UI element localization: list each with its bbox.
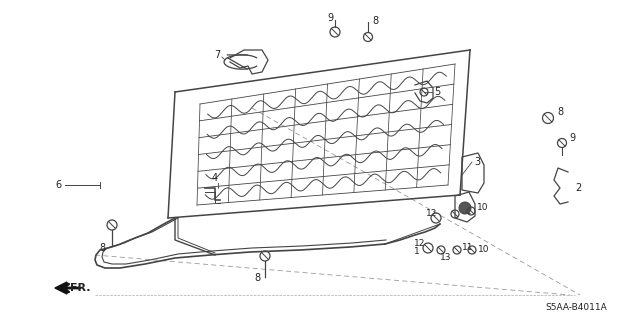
Text: 10: 10 bbox=[477, 204, 488, 212]
Text: 8: 8 bbox=[99, 243, 105, 253]
Text: 3: 3 bbox=[474, 157, 480, 167]
Text: 10: 10 bbox=[478, 246, 490, 255]
Text: 13: 13 bbox=[440, 253, 451, 262]
Text: 8: 8 bbox=[557, 107, 563, 117]
Text: 8: 8 bbox=[254, 273, 260, 283]
Text: S5AA-B4011A: S5AA-B4011A bbox=[545, 303, 607, 313]
Text: 5: 5 bbox=[434, 87, 440, 97]
Polygon shape bbox=[55, 282, 67, 294]
Text: 6: 6 bbox=[55, 180, 61, 190]
Text: 4: 4 bbox=[212, 173, 218, 183]
Text: 9: 9 bbox=[327, 13, 333, 23]
Text: 2: 2 bbox=[575, 183, 581, 193]
Text: 8: 8 bbox=[372, 16, 378, 26]
Text: FR.: FR. bbox=[70, 283, 90, 293]
Text: 11: 11 bbox=[461, 206, 472, 216]
Text: 7: 7 bbox=[214, 50, 220, 60]
Text: 12: 12 bbox=[414, 240, 426, 249]
Text: 9: 9 bbox=[569, 133, 575, 143]
Circle shape bbox=[459, 202, 471, 214]
Text: 12: 12 bbox=[426, 209, 437, 218]
Text: 1: 1 bbox=[414, 248, 420, 256]
Text: 11: 11 bbox=[462, 242, 474, 251]
